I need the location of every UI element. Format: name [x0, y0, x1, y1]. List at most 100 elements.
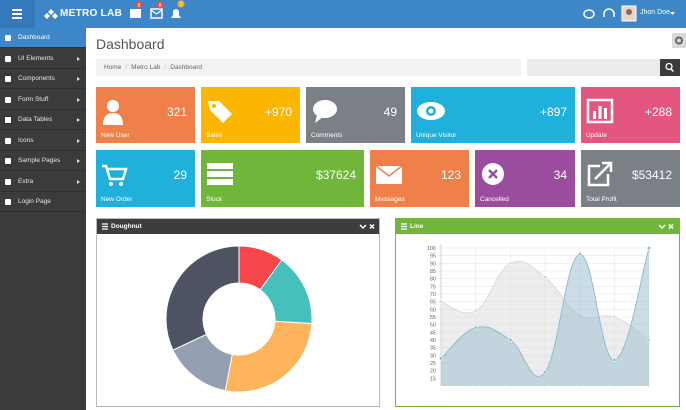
y-tick-label: 25 [430, 361, 436, 367]
panel-icons [401, 223, 674, 230]
y-tick-label: 90 [430, 261, 436, 267]
collapse-icon [658, 224, 666, 230]
y-tick-label: 45 [430, 330, 436, 336]
headset-icon[interactable] [603, 8, 615, 17]
doughnut-segment [165, 245, 240, 351]
tile-value: +970 [264, 105, 292, 119]
item-label: Extra [18, 177, 34, 185]
item-icon [5, 199, 11, 205]
item-arrow [77, 56, 80, 61]
stat-tile[interactable]: 123 Messages [370, 150, 469, 207]
arrow-shape [77, 118, 80, 122]
item-label: Icons [18, 136, 34, 144]
stat-tile[interactable]: +897 Unique Visitor [411, 87, 575, 143]
brand[interactable]: METRO LAB [60, 8, 123, 19]
user-name[interactable]: Jhon Doe [640, 9, 670, 16]
tile-value: 29 [173, 168, 187, 182]
y-tick-label: 65 [430, 300, 436, 306]
arrow-shape [77, 138, 80, 143]
menu-icon [401, 223, 407, 230]
sidebar-item[interactable]: Login Page [0, 192, 86, 212]
tasks-icon[interactable] [130, 9, 141, 18]
line-point [438, 299, 444, 304]
icon-shape [5, 35, 11, 41]
tile-value: 321 [166, 105, 187, 119]
line-point [508, 337, 513, 343]
line-point [612, 314, 617, 320]
breadcrumb-item[interactable]: Home [104, 64, 122, 71]
item-icon [5, 35, 11, 41]
tile-icon [208, 101, 232, 123]
sidebar-item[interactable]: Components [0, 69, 86, 89]
doughnut-panel: Doughnut [96, 218, 380, 407]
item-label: Components [18, 75, 55, 82]
tile-label: Total Profit [586, 196, 617, 203]
collapse-icon [359, 224, 367, 230]
badge-count: 7 [180, 2, 183, 8]
sidebar-item[interactable]: Icons [0, 131, 86, 151]
sidebar-item[interactable]: Dashboard [0, 28, 86, 48]
item-arrow [77, 179, 80, 184]
panel-header: Doughnut [97, 219, 379, 234]
item-arrow [77, 118, 80, 122]
arrow-shape [77, 179, 80, 184]
brand-icon [44, 9, 58, 19]
sidebar-item[interactable]: Extra [0, 172, 86, 192]
stat-tile[interactable]: 29 New Order [96, 150, 195, 207]
tile-icon [586, 98, 614, 124]
line-point [438, 356, 444, 361]
stat-tile[interactable]: +288 Update [581, 87, 680, 143]
tile-value: $53412 [631, 168, 672, 182]
badge [156, 1, 164, 9]
item-icon [5, 96, 11, 103]
stat-tile[interactable]: +970 Sales [201, 87, 300, 143]
tile-label: Cancelled [480, 196, 509, 203]
dropdown-caret [670, 12, 675, 15]
tile-label: Comments [311, 132, 343, 139]
stat-tile[interactable]: 34 Cancelled [475, 150, 575, 207]
tile-value: 123 [440, 168, 461, 182]
separator: / [125, 64, 128, 71]
sidebar-item[interactable]: Sample Pages [0, 151, 86, 171]
tile-value: 34 [553, 168, 567, 182]
sidebar-item[interactable]: Form Stuff [0, 90, 86, 110]
arrow-shape [77, 97, 80, 102]
icon-shape [5, 178, 11, 185]
item-arrow [77, 159, 80, 163]
y-tick-label: 20 [430, 369, 436, 375]
y-tick-label: 85 [430, 269, 436, 275]
bell-icon[interactable] [171, 9, 181, 18]
badge [177, 0, 185, 8]
search-button[interactable] [660, 59, 680, 76]
tile-label: Update [586, 132, 607, 139]
item-arrow [77, 138, 80, 143]
menu-toggle[interactable] [0, 0, 35, 28]
mail-icon[interactable] [150, 8, 163, 19]
tile-value: +897 [539, 105, 567, 119]
icon-shape [5, 117, 11, 123]
stat-tile[interactable]: $53412 Total Profit [581, 150, 680, 207]
stat-tile[interactable]: $37624 Stock [201, 150, 364, 207]
top-bar [0, 0, 686, 28]
y-tick-label: 95 [430, 254, 436, 260]
line-point [473, 308, 478, 313]
item-icon [5, 158, 11, 164]
search-input[interactable] [527, 59, 660, 76]
y-tick-label: 40 [430, 338, 436, 344]
tile-value: 49 [383, 105, 397, 119]
tile-label: Messages [375, 196, 405, 203]
sidebar-item[interactable]: Data Tables [0, 110, 86, 130]
item-icon [5, 117, 11, 123]
y-tick-label: 30 [430, 353, 436, 359]
item-icon [5, 55, 11, 62]
stat-tile[interactable]: 321 New User [96, 87, 195, 143]
chat-icon[interactable] [583, 9, 595, 19]
sidebar-item[interactable]: UI Elements [0, 49, 86, 69]
breadcrumb-item[interactable]: Metro Lab [131, 64, 161, 71]
settings-button[interactable] [672, 33, 686, 48]
stat-tile[interactable]: 49 Comments [306, 87, 405, 143]
panel-title: Doughnut [111, 223, 142, 230]
menu-icon [12, 9, 22, 19]
